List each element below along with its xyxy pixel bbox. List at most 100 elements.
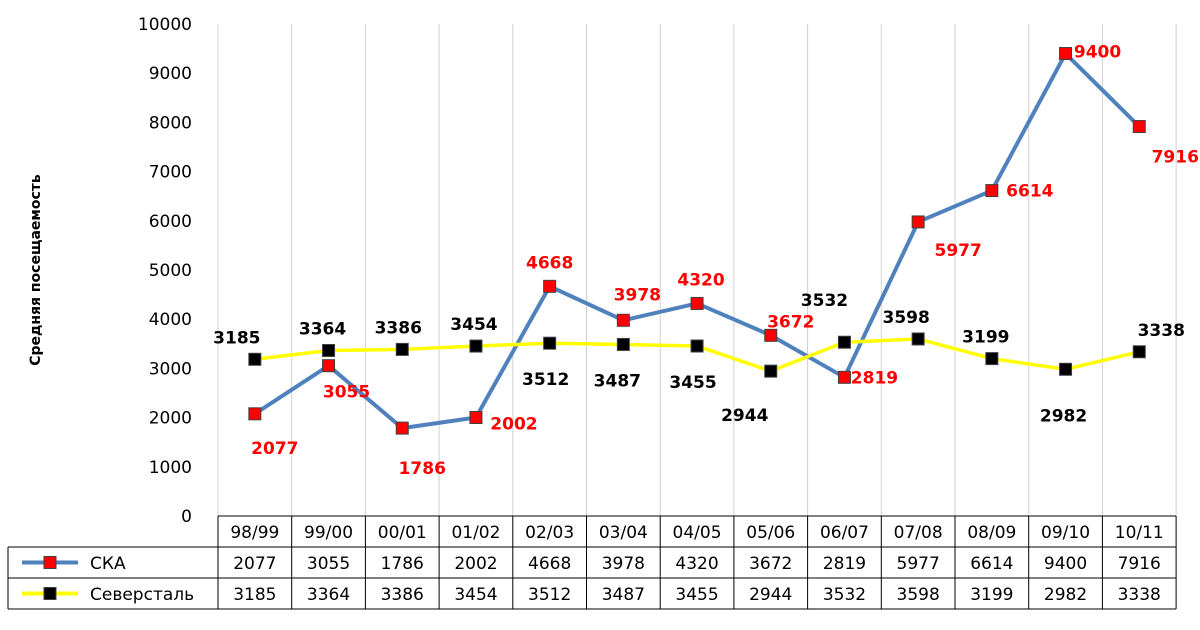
table-cell: 2944	[749, 585, 792, 605]
y-tick-label: 1000	[149, 458, 192, 478]
data-point	[322, 343, 336, 357]
data-label: 3364	[299, 319, 346, 339]
x-tick-label: 00/01	[378, 523, 427, 543]
table-cell: 4668	[528, 554, 571, 574]
data-label: 3185	[213, 328, 260, 348]
table-cell: 3055	[307, 554, 350, 574]
x-tick-label: 07/08	[894, 523, 943, 543]
table-cell: 2819	[823, 554, 866, 574]
legend-entry: Северсталь	[90, 585, 194, 605]
series-line	[253, 51, 1141, 431]
legend-marker	[43, 556, 57, 569]
table-cell: 7916	[1118, 554, 1161, 574]
table-cell: 3199	[970, 585, 1013, 605]
data-label: 4320	[677, 270, 724, 290]
data-point	[543, 336, 557, 350]
table-cell: 3487	[602, 585, 645, 605]
data-label: 3455	[669, 373, 716, 393]
y-tick-label: 7000	[149, 163, 192, 183]
data-point	[837, 335, 851, 349]
table-cell: 3338	[1118, 585, 1161, 605]
x-tick-label: 03/04	[599, 523, 648, 543]
x-tick-label: 01/02	[451, 523, 500, 543]
data-label: 3598	[882, 308, 929, 328]
x-tick-label: 98/99	[230, 523, 279, 543]
data-label: 3978	[614, 285, 661, 305]
data-point	[837, 370, 851, 384]
data-label: 2002	[490, 415, 537, 435]
y-tick-label: 9000	[149, 64, 192, 84]
legend-entry: СКА	[90, 554, 126, 574]
table-cell: 3364	[307, 585, 350, 605]
x-tick-label: 05/06	[746, 523, 795, 543]
data-label: 4668	[526, 253, 573, 273]
data-point	[985, 184, 999, 198]
data-label: 6614	[1006, 182, 1053, 202]
x-tick-label: 06/07	[820, 523, 869, 543]
y-tick-label: 4000	[149, 310, 192, 330]
data-point	[911, 332, 925, 346]
data-point	[616, 313, 630, 327]
y-tick-label: 8000	[149, 113, 192, 133]
data-point	[764, 328, 778, 342]
legend-marker	[43, 587, 57, 600]
data-label: 2982	[1040, 406, 1087, 426]
data-label: 3055	[323, 383, 370, 403]
data-point	[248, 407, 262, 421]
table-cell: 2002	[454, 554, 497, 574]
y-tick-label: 6000	[149, 212, 192, 232]
data-label: 3454	[450, 315, 497, 335]
y-axis-label: Средняя посещаемость	[28, 174, 44, 366]
data-point	[616, 337, 630, 351]
series-layer	[248, 47, 1146, 435]
y-tick-label: 2000	[149, 409, 192, 429]
x-tick-label: 99/00	[304, 523, 353, 543]
x-tick-label: 10/11	[1115, 523, 1164, 543]
y-tick-label: 5000	[149, 261, 192, 281]
x-tick-label: 09/10	[1041, 523, 1090, 543]
table-cell: 3598	[897, 585, 940, 605]
data-point	[690, 339, 704, 353]
table-cell: 3512	[528, 585, 571, 605]
data-label: 1786	[399, 459, 446, 479]
table-cell: 3386	[381, 585, 424, 605]
y-tick-label: 0	[181, 507, 192, 527]
data-label: 2944	[721, 406, 768, 426]
data-point	[1132, 120, 1146, 134]
data-label: 3532	[801, 291, 848, 311]
x-tick-label: 08/09	[967, 523, 1016, 543]
data-label: 9400	[1074, 43, 1121, 63]
table-cell: 3455	[675, 585, 718, 605]
data-point	[322, 359, 336, 373]
data-point	[1059, 47, 1073, 61]
data-point	[911, 215, 925, 229]
data-point	[395, 342, 409, 356]
data-label: 3672	[767, 312, 814, 332]
data-label: 2819	[851, 368, 898, 388]
y-axis: 0 1000 2000 3000 4000 5000 6000 7000 8000 9000 100…	[138, 15, 192, 527]
x-tick-label: 04/05	[673, 523, 722, 543]
data-point	[985, 352, 999, 366]
data-label: 3338	[1138, 321, 1185, 341]
data-table: 98/99 99/00 00/01 01/02 02/03 03/04 04/05 05/06…	[7, 515, 1177, 610]
y-tick-label: 3000	[149, 359, 192, 379]
data-point	[469, 411, 483, 425]
data-label: 3386	[375, 318, 422, 338]
data-point	[1059, 362, 1073, 376]
table-cell: 3978	[602, 554, 645, 574]
data-point	[395, 421, 409, 435]
table-cell: 9400	[1044, 554, 1087, 574]
table-cell: 6614	[970, 554, 1013, 574]
data-point	[469, 339, 483, 353]
table-cell: 3185	[233, 585, 276, 605]
table-cell: 1786	[381, 554, 424, 574]
data-point	[764, 364, 778, 378]
data-point	[1132, 345, 1146, 359]
table-cell: 4320	[675, 554, 718, 574]
plot-grid	[217, 24, 1177, 516]
data-point	[690, 296, 704, 310]
data-label: 5977	[934, 241, 981, 261]
table-cell: 3672	[749, 554, 792, 574]
table-cell: 2982	[1044, 585, 1087, 605]
